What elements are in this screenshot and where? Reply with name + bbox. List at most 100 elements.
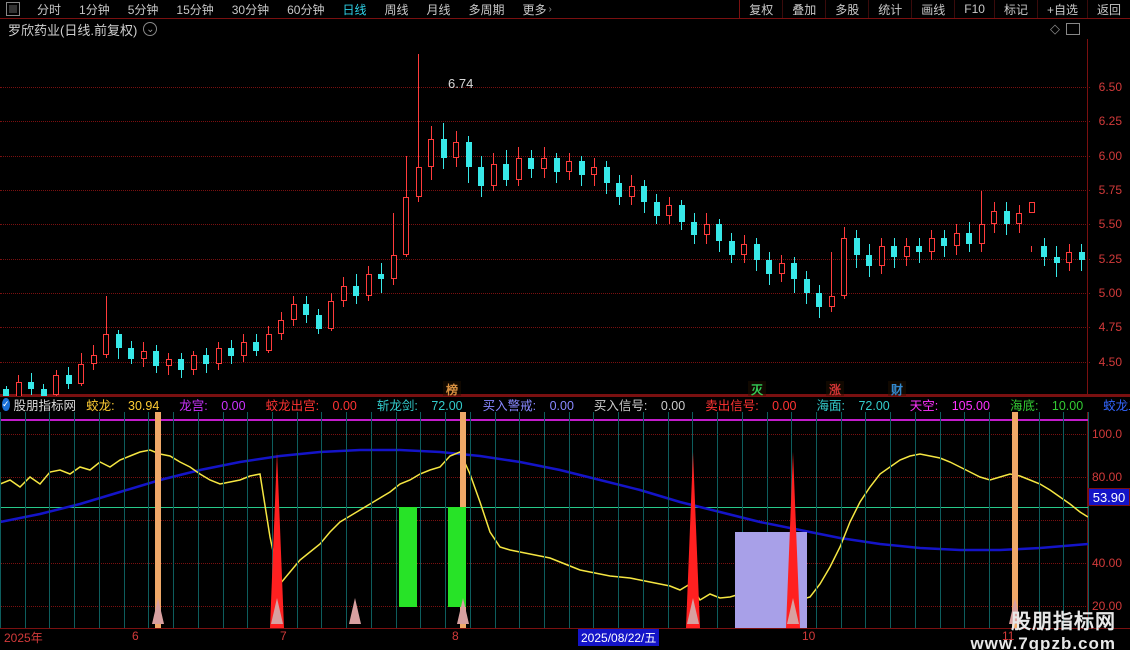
watermark-line2: www.7gpzb.com [970,634,1116,650]
indicator-metric: 蛟龙二: 66.54 [1103,399,1130,413]
indicator-vertical-gridline [148,412,149,628]
indicator-vertical-gridline [618,412,619,628]
price-axis-label: 5.50 [1099,217,1122,231]
indicator-vertical-gridline [940,412,941,628]
tool-tongji[interactable]: 统计 [868,0,911,18]
green-highlight-box[interactable] [399,507,417,607]
price-axis-label: 5.75 [1099,183,1122,197]
stock-title-text: 罗欣药业(日线.前复权) [8,20,137,39]
tool-biaoji[interactable]: 标记 [994,0,1037,18]
indicator-vertical-gridline [49,412,50,628]
pink-signal-triangle[interactable] [457,598,469,624]
indicator-metric: 卖出信号: 0.00 [705,399,806,413]
indicator-value-highlight[interactable]: 53.90 [1088,488,1130,506]
indicator-axis-label: 80.00 [1092,470,1122,484]
price-gridline [0,121,1090,122]
tool-diejia[interactable]: 叠加 [782,0,825,18]
indicator-vertical-gridline [396,412,397,628]
watermark-line1: 股朋指标网 [970,605,1116,634]
period-tab-more[interactable]: 更多 › [514,0,561,18]
period-tab-monthly[interactable]: 月线 [418,0,460,18]
indicator-vertical-gridline [495,412,496,628]
pink-signal-triangle[interactable] [787,598,799,624]
rect-icon[interactable] [1066,23,1080,35]
period-tab-15min[interactable]: 15分钟 [167,0,222,18]
indicator-vertical-gridline [643,412,644,628]
date-axis-tick[interactable]: 8 [450,629,459,643]
indicator-vertical-gridline [544,412,545,628]
date-axis-tick[interactable]: 6 [130,629,139,643]
price-gridline [0,259,1090,260]
lavender-signal-bar[interactable] [801,532,807,628]
indicator-vertical-gridline [1063,412,1064,628]
indicator-vertical-gridline [420,412,421,628]
period-tab-fenshi[interactable]: 分时 [28,0,70,18]
green-highlight-box[interactable] [448,507,466,607]
indicator-metric: 海底: 10.00 [1010,399,1093,413]
watermark-logo: 股朋指标网 www.7gpzb.com [970,605,1116,650]
indicator-vertical-gridline [1039,412,1040,628]
indicator-top-labels: 榜灭涨财 [0,381,1130,396]
indicator-vertical-gridline [445,412,446,628]
tool-fanhui[interactable]: 返回 [1087,0,1130,18]
price-axis-label: 6.50 [1099,80,1122,94]
dropdown-caret-icon[interactable]: ⌄ [143,22,157,36]
period-tab-1min[interactable]: 1分钟 [70,0,119,18]
indicator-metric: 天空: 105.00 [910,399,1000,413]
indicator-vertical-gridline [593,412,594,628]
price-chart-panel[interactable]: 6.50 6.25 6.00 5.75 5.50 5.25 5.00 4.75 4.50 6.7… [0,39,1130,396]
date-axis-tick[interactable]: 10 [800,629,815,643]
indicator-axis-label: 40.00 [1092,556,1122,570]
date-axis-tick[interactable]: 2025年 [2,629,43,646]
date-axis-row[interactable]: 2025年 6 7 8 2025/08/22/五 10 11 [0,628,1130,650]
indicator-metric: 蛟龙出宫: 0.00 [266,399,367,413]
tool-huaxian[interactable]: 画线 [911,0,954,18]
indicator-vertical-gridline [124,412,125,628]
price-axis-label: 4.50 [1099,355,1122,369]
price-gridline [0,87,1090,88]
indicator-metric: 龙宫: 0.00 [179,399,255,413]
pink-signal-triangle[interactable] [349,598,361,624]
indicator-chart-panel[interactable]: 100.0 80.00 40.00 20.00 53.90 [0,412,1130,628]
period-tab-5min[interactable]: 5分钟 [119,0,168,18]
orange-signal-bar[interactable] [155,412,161,628]
price-peak-label: 6.74 [448,76,473,91]
date-axis-tick[interactable]: 7 [278,629,287,643]
period-tab-multi[interactable]: 多周期 [460,0,514,18]
indicator-vertical-gridline [371,412,372,628]
price-gridline [0,327,1090,328]
price-gridline [0,190,1090,191]
tool-fuquan[interactable]: 复权 [739,0,782,18]
period-tab-30min[interactable]: 30分钟 [223,0,278,18]
menu-checkbox-icon[interactable] [6,2,20,16]
price-axis-label: 4.75 [1099,320,1122,334]
indicator-vertical-gridline [99,412,100,628]
indicator-vertical-gridline [0,412,1,628]
indicator-vertical-gridline [321,412,322,628]
pink-signal-triangle[interactable] [687,598,699,624]
indicator-vertical-gridline [989,412,990,628]
indicator-metric: 海面: 72.00 [817,399,900,413]
diamond-icon[interactable]: ◇ [1050,21,1060,37]
orange-signal-bar[interactable] [1012,412,1018,628]
date-axis-selected-tick[interactable]: 2025/08/22/五 [578,629,659,646]
indicator-vertical-gridline [717,412,718,628]
main-toolbar: 分时 1分钟 5分钟 15分钟 30分钟 60分钟 日线 周线 月线 多周期 更… [0,0,1130,19]
tool-f10[interactable]: F10 [954,0,994,18]
indicator-vertical-gridline [297,412,298,628]
pink-signal-triangle[interactable] [152,598,164,624]
price-gridline [0,156,1090,157]
period-tab-daily[interactable]: 日线 [333,0,375,18]
price-gridline [0,224,1090,225]
indicator-vertical-gridline [346,412,347,628]
indicator-vertical-gridline [569,412,570,628]
indicator-status-icon[interactable]: ✓ [2,398,10,411]
indicator-vertical-gridline [865,412,866,628]
tool-zixuan[interactable]: +自选 [1037,0,1087,18]
period-tab-60min[interactable]: 60分钟 [278,0,333,18]
indicator-header-row: ✓ 股朋指标网 蛟龙: 30.94 龙宫: 0.00 蛟龙出宫: 0.00 斩龙剑: … [0,396,1130,412]
tool-duogu[interactable]: 多股 [825,0,868,18]
price-gridline [0,293,1090,294]
period-tab-weekly[interactable]: 周线 [375,0,417,18]
pink-signal-triangle[interactable] [271,598,283,624]
